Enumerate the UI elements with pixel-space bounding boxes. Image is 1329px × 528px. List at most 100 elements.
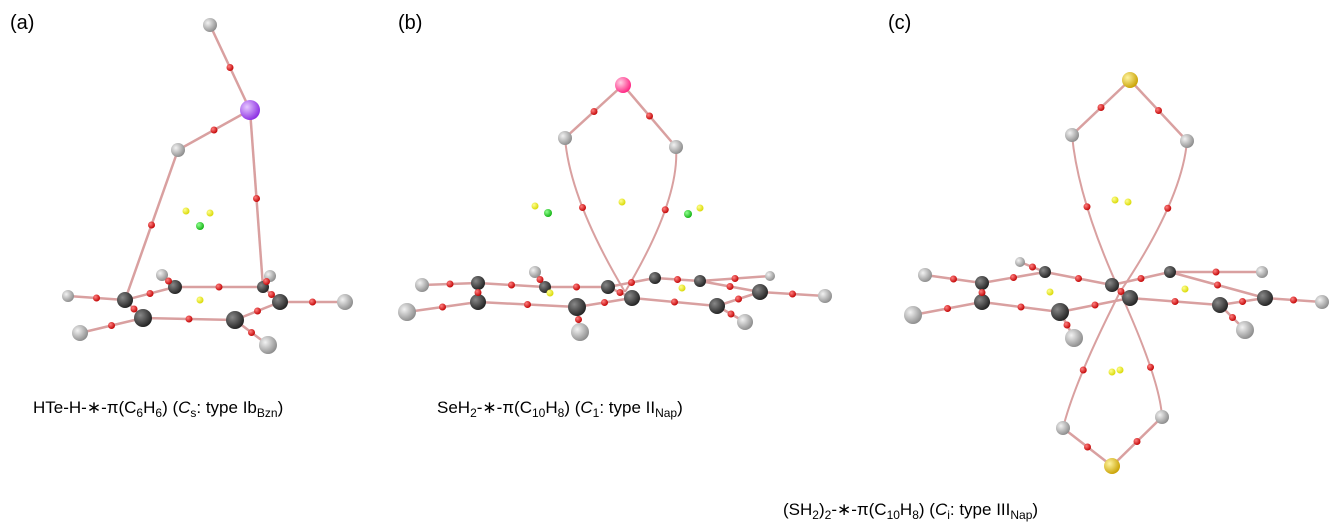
- bond-critical-point: [254, 308, 261, 315]
- caption-text: -∗-π(C: [477, 398, 532, 417]
- bond-critical-point: [1239, 298, 1246, 305]
- bond-critical-point: [508, 282, 515, 289]
- ring-critical-point: [679, 285, 686, 292]
- bond-critical-point: [591, 108, 598, 115]
- bond-critical-point: [732, 275, 739, 282]
- bond-critical-point: [1018, 304, 1025, 311]
- caption: (SH2)2-∗-π(C10H8) (Ci: type IIINap): [783, 500, 1038, 520]
- bond-critical-point: [475, 289, 482, 296]
- atom: [1180, 134, 1194, 148]
- atom: [72, 325, 88, 341]
- bond-critical-point: [108, 322, 115, 329]
- bond-critical-point: [211, 127, 218, 134]
- atom: [1015, 257, 1025, 267]
- bond-critical-point: [216, 284, 223, 291]
- caption-sub: Nap: [655, 406, 677, 420]
- bond-critical-point: [263, 278, 270, 285]
- bond-critical-point: [1138, 275, 1145, 282]
- caption-sub: 2: [812, 508, 819, 522]
- bond-path: [625, 147, 676, 292]
- ring-critical-point: [697, 205, 704, 212]
- bond-path: [565, 138, 625, 292]
- bond-critical-point: [227, 64, 234, 71]
- bond-critical-point: [1098, 104, 1105, 111]
- atom: [1256, 266, 1268, 278]
- bond-critical-point: [575, 316, 582, 323]
- bond-critical-point: [248, 329, 255, 336]
- atom: [765, 271, 775, 281]
- bond-critical-point: [1118, 288, 1125, 295]
- ring-critical-point: [1047, 289, 1054, 296]
- atom: [1315, 295, 1329, 309]
- atom: [1051, 303, 1069, 321]
- atom: [240, 100, 260, 120]
- ring-critical-point: [1109, 369, 1116, 376]
- bond-critical-point: [617, 289, 624, 296]
- caption-text: ) (: [919, 500, 935, 519]
- caption-text: H: [545, 398, 557, 417]
- atom: [601, 280, 615, 294]
- bond-critical-point: [253, 195, 260, 202]
- caption-sub: Bzn: [257, 406, 278, 420]
- bond-path: [1120, 141, 1187, 292]
- atom: [1212, 297, 1228, 313]
- bond-critical-point: [1064, 322, 1071, 329]
- bond-critical-point: [1290, 297, 1297, 304]
- caption-text: : type III: [950, 500, 1010, 519]
- atom: [737, 314, 753, 330]
- bond-critical-point: [439, 304, 446, 311]
- bond-critical-point: [662, 206, 669, 213]
- atom: [471, 276, 485, 290]
- bond-critical-point: [789, 291, 796, 298]
- caption-text: : type II: [599, 398, 655, 417]
- caption-sub: 8: [912, 508, 919, 522]
- cage-critical-point: [544, 209, 552, 217]
- atom: [1056, 421, 1070, 435]
- caption-text: H: [143, 398, 155, 417]
- atom: [470, 294, 486, 310]
- atom: [752, 284, 768, 300]
- bond-critical-point: [674, 276, 681, 283]
- bond-critical-point: [646, 113, 653, 120]
- atom: [415, 278, 429, 292]
- atom: [918, 268, 932, 282]
- atom: [1236, 321, 1254, 339]
- figure: (a) (b) (c) HTe-H-∗-π(C6H6) (Cs: type Ib…: [0, 0, 1329, 528]
- ring-critical-point: [1125, 199, 1132, 206]
- bond-critical-point: [1147, 364, 1154, 371]
- atom: [568, 298, 586, 316]
- panel-label: (c): [888, 12, 911, 35]
- bond-critical-point: [979, 289, 986, 296]
- atom: [1164, 266, 1176, 278]
- bond-path: [1120, 292, 1162, 417]
- bond-critical-point: [1029, 264, 1036, 271]
- atom: [1122, 290, 1138, 306]
- atom: [694, 275, 706, 287]
- atom: [1122, 72, 1138, 88]
- atom: [259, 336, 277, 354]
- ring-critical-point: [207, 210, 214, 217]
- bond-path: [1072, 135, 1120, 292]
- atom: [818, 289, 832, 303]
- atom: [134, 309, 152, 327]
- bond-critical-point: [579, 204, 586, 211]
- bond-critical-point: [1214, 282, 1221, 289]
- bond-critical-point: [537, 276, 544, 283]
- caption-sub: 2: [470, 406, 477, 420]
- bond-critical-point: [1075, 275, 1082, 282]
- bond-critical-point: [148, 222, 155, 229]
- caption: SeH2-∗-π(C10H8) (C1: type IINap): [437, 398, 683, 418]
- bond-critical-point: [309, 299, 316, 306]
- bond-critical-point: [601, 299, 608, 306]
- bond-critical-point: [1213, 269, 1220, 276]
- atom: [904, 306, 922, 324]
- caption-text: H: [900, 500, 912, 519]
- bond-critical-point: [524, 301, 531, 308]
- caption-text: ): [1032, 500, 1038, 519]
- atom: [226, 311, 244, 329]
- bond-critical-point: [1010, 274, 1017, 281]
- atom: [171, 143, 185, 157]
- atom: [558, 131, 572, 145]
- atom: [571, 323, 589, 341]
- bond-critical-point: [1155, 107, 1162, 114]
